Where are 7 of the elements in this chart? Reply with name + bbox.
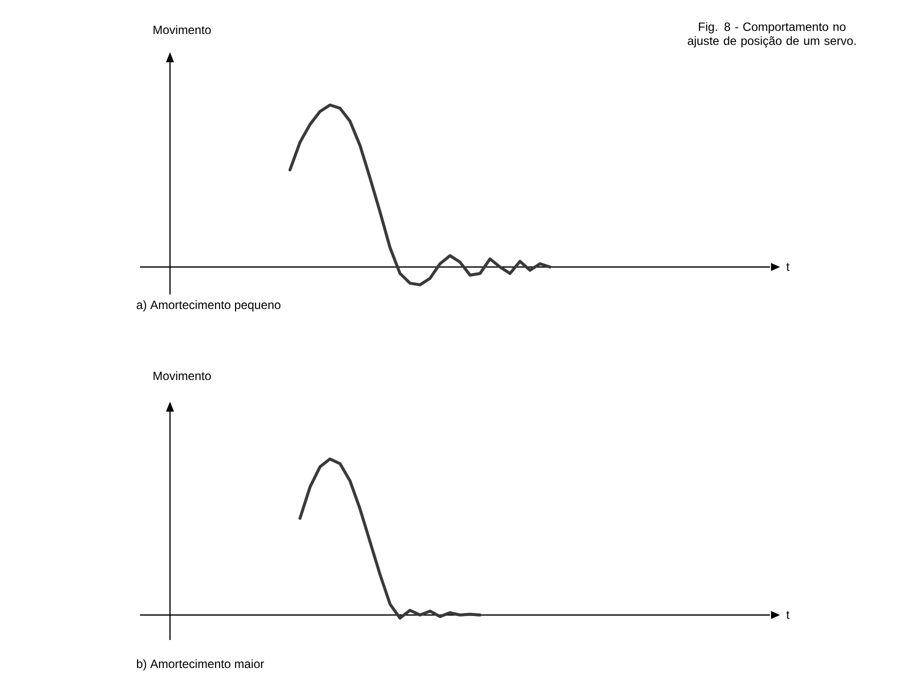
chart-title: Fig. 8 - Comportamento no ajuste de posição de um servo. [688,22,856,48]
x-axis-title: t [786,263,790,271]
y-axis-title: Movimento [154,25,211,34]
x-axis-title: t [786,611,790,619]
y-axis-title: Movimento [154,371,211,380]
text: a) Amortecimento pequeno [136,300,280,312]
text: b) Amortecimento maior [136,659,264,670]
